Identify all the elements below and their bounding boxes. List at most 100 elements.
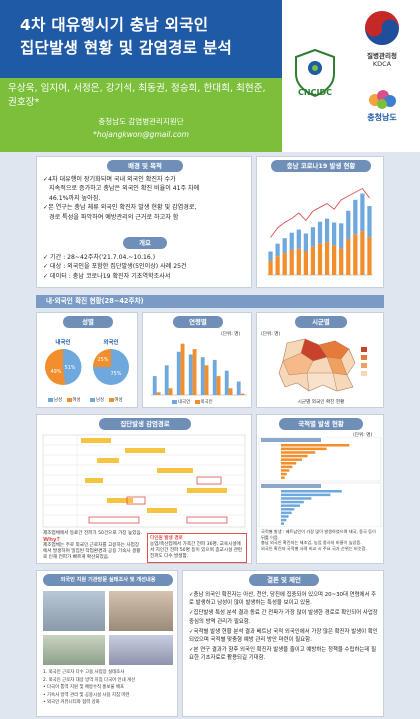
conclusion-bullet-1: ✓충남 외국인 확진자는 아산, 천안, 당진에 집중되어 있으며 20~30대…	[189, 592, 377, 607]
poster-title-line1: 4차 대유행시기 충남 외국인	[20, 16, 209, 34]
weekly-bar-series2	[296, 229, 301, 249]
age-legend-b: 외국인	[200, 400, 213, 405]
overview-title: 개요	[123, 237, 167, 249]
age-bar-domestic	[236, 381, 241, 395]
weekly-bar-series2	[310, 227, 316, 247]
weekly-bar-series1	[275, 256, 280, 275]
nation-chart-1-bar	[281, 444, 350, 447]
background-bullet-4: ✓본 연구는 충남 체류 외국인 확진자 발생 현황 및 감염경로,	[43, 204, 197, 212]
nation-panel: 국적별 발생 현황 (단위: 명) 국적별 발생 : 베트남인이 가장 많이 발…	[256, 414, 384, 564]
conclusion-bullet-2: ✓집단발생 특성 분석 결과 동료 간 전파가 가장 많이 발생한 경로로 확인…	[189, 610, 378, 625]
chungnam-logo: 충청남도	[352, 88, 412, 128]
region-title: 시군별	[295, 316, 347, 328]
age-bar-domestic	[152, 376, 157, 395]
background-bullet-3: 46.1%까지 높아짐.	[49, 194, 101, 202]
nation-chart-1-bar	[281, 447, 327, 451]
pct-domestic-female: 49%	[50, 369, 61, 375]
nation-chart	[258, 437, 382, 527]
affiliation: 충청남도 감염병관리지원단	[98, 117, 184, 126]
cluster-why-text: 제조업체는 주로 외국인 근로자를 고용하는 사업장에서 발생하며 밀집된 작업…	[43, 543, 141, 560]
nation-chart-1-bar	[281, 469, 290, 472]
age-bar-domestic	[188, 354, 193, 395]
pct-foreign-female: 25%	[97, 357, 108, 363]
nation-chart-2-bar	[281, 518, 287, 522]
weekly-bar-series1	[339, 248, 344, 275]
poster-body: 배경 및 목적 ✓4차 대유행이 장기화되며 국내 외국인 확진자 수가 지속적…	[0, 152, 420, 719]
authors-line2: 권호장*	[8, 97, 40, 108]
age-legend: 내국인 외국인	[169, 399, 213, 405]
region-unit: (단위: 명)	[261, 332, 281, 337]
nation-chart-2-bar	[281, 490, 342, 493]
weekly-bar-series1	[346, 238, 351, 275]
chungnam-emblem-icon	[369, 90, 396, 109]
background-title: 배경 및 목적	[107, 160, 183, 172]
weekly-chart	[267, 187, 373, 276]
weekly-bar-series2	[339, 223, 344, 249]
conclusion-title: 결론 및 제언	[249, 574, 319, 586]
label-foreign: 외국인	[103, 338, 118, 346]
nation-chart-2-bar	[281, 508, 295, 511]
kdca-logo: 질병관리청 KDCA	[352, 8, 412, 72]
overview-data: ✓ 데이터 : 충남 코로나19 확진자 기초역학조사서	[43, 272, 171, 280]
age-bar-domestic	[200, 357, 205, 395]
weekly-bar-series2	[282, 238, 287, 254]
nation-notes: 국적별 발생 : 베트남인이 가장 많이 발생하였으며 태국, 중국 등이 뒤를…	[261, 529, 381, 551]
weekly-bar-series2	[360, 193, 365, 232]
cncidc-logo: CNCIDC	[290, 48, 340, 100]
nation-chart-1-bar	[281, 465, 293, 469]
weekly-bar-series1	[367, 237, 372, 275]
gallery-line-2: 2. 외국인 근로자 대상 방역 지침 다국어 안내 개선	[43, 677, 136, 683]
age-unit: (단위: 명)	[221, 332, 241, 337]
nation-note-3: 외국인 확진자 국적별 사례 비교 시 주요 국가 순위는 비슷함.	[261, 545, 367, 551]
gallery-photo-1	[43, 591, 105, 631]
nation-chart-2-frame	[258, 482, 382, 527]
weekly-bar-series1	[268, 260, 273, 275]
gallery-photo-3	[43, 635, 105, 665]
cluster-right-box: 다인원 발생 경로 농업/축산업에서 가족간 전파 36명, 교육시설에서 지인…	[147, 533, 247, 563]
sex-panel: 성별 내국인 외국인 49% 51% 75% 25% 남성 여성 남성 여성	[36, 312, 138, 408]
title-box: 4차 대유행시기 충남 외국인 집단발생 현황 및 감염경로 분석	[0, 0, 282, 78]
weekly-bar-series1	[360, 231, 365, 275]
weekly-bar-series2	[346, 210, 351, 239]
age-chart	[151, 343, 247, 396]
weekly-bar-series1	[353, 234, 358, 275]
weekly-bar-series1	[296, 248, 301, 275]
age-bar-foreign	[156, 392, 161, 395]
age-bar-foreign	[204, 365, 209, 395]
background-bullet-1: ✓4차 대유행이 장기화되며 국내 외국인 확진자 수가	[43, 176, 176, 183]
gallery-photo-4	[109, 635, 173, 665]
conclusion-text: ✓충남 외국인 확진자는 아산, 천안, 당진에 집중되어 있으며 20~30대…	[189, 591, 379, 663]
weekly-bar-series1	[303, 251, 308, 275]
weekly-bar-series2	[317, 221, 323, 244]
kdca-abbr: KDCA	[372, 60, 392, 68]
authors: 우상욱, 임지여, 서정은, 강기석, 최동권, 정승희, 한대희, 최현준, …	[8, 82, 280, 110]
conclusion-bullet-4: ✓본 연구 결과가 향후 외국인 확진자 발생을 줄이고 예방하는 정책을 수립…	[189, 647, 377, 662]
weekly-bar-series1	[317, 243, 323, 275]
region-panel: 시군별 (단위: 명) 시군별 외국인 확진 현황	[256, 312, 384, 408]
age-bar-foreign	[216, 376, 221, 395]
nation-chart-2-bar	[281, 500, 304, 504]
sex-legend-b: 여성	[72, 398, 81, 403]
gallery-panel: 외국인 지원 기관방문 실태조사 및 개선내용 1. 외국인 근로자 다수 고용…	[36, 570, 178, 717]
age-title: 연령별	[173, 316, 223, 328]
conclusion-panel: 결론 및 제언 ✓충남 외국인 확진자는 아산, 천안, 당진에 집중되어 있으…	[182, 570, 384, 717]
age-bar-domestic	[164, 365, 169, 395]
age-bar-foreign	[192, 349, 197, 395]
background-panel: 배경 및 목적 ✓4차 대유행이 장기화되며 국내 외국인 확진자 수가 지속적…	[36, 156, 252, 288]
weekly-chart-title: 충남 코로나19 발생 현황	[271, 160, 371, 172]
weekly-chart-panel: 충남 코로나19 발생 현황	[256, 156, 384, 288]
sex-legend-d: 여성	[114, 398, 123, 403]
weekly-bar-series2	[275, 243, 280, 257]
age-legend-a: 내국인	[178, 400, 191, 405]
background-bullet-2: 지속적으로 증가하고 충남은 외국인 확진 비율이 41주 차에	[49, 185, 200, 193]
gallery-line-1: 1. 외국인 근로자 다수 고용 사업장 실태조사	[43, 670, 125, 675]
chungnam-name: 충청남도	[367, 113, 397, 122]
age-bar-foreign	[168, 388, 173, 395]
authors-line1: 우상욱, 임지여, 서정은, 강기석, 최동권, 정승희, 한대희, 최현준,	[8, 83, 266, 94]
sex-legend: 남성 여성 남성 여성	[45, 397, 123, 403]
cluster-right-text: 농업/축산업에서 가족간 전파 36명, 교육시설에서 지인간 전파 50명 등…	[150, 542, 243, 559]
weekly-line	[270, 187, 370, 238]
gallery-line-4: • 기숙사 방역 관리 및 공용시설 사용 지침 마련	[43, 692, 130, 698]
section-foreign-title: 내·외국인 확진 현황(28~42주차)	[36, 295, 384, 308]
weekly-bar-series1	[332, 245, 337, 275]
